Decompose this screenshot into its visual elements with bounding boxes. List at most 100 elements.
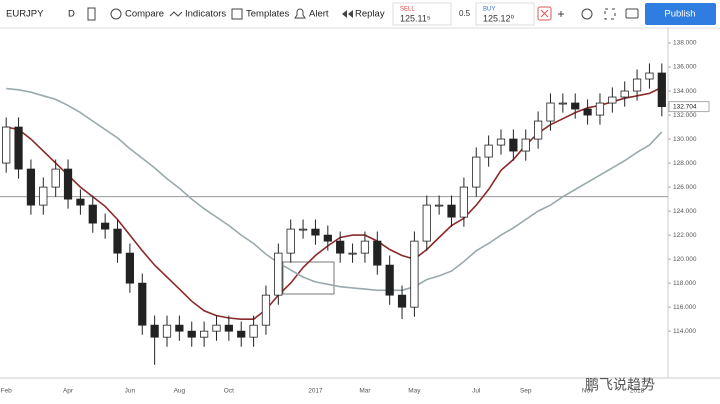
candle-body bbox=[348, 252, 357, 255]
candle-body bbox=[534, 120, 543, 140]
y-tick-label: 116.000 bbox=[673, 304, 696, 311]
candle-body bbox=[608, 96, 617, 104]
candle-body bbox=[175, 324, 184, 332]
candle-body bbox=[51, 168, 60, 188]
alert-icon[interactable] bbox=[294, 8, 306, 19]
candle-body bbox=[14, 126, 23, 170]
y-tick-label: 114.000 bbox=[673, 328, 696, 335]
moving-average bbox=[6, 87, 663, 292]
candle-body bbox=[113, 228, 122, 254]
x-tick-label: Jul bbox=[472, 388, 481, 395]
candle-body bbox=[620, 90, 629, 98]
y-tick-label: 126.000 bbox=[673, 184, 697, 191]
candle-body bbox=[311, 228, 320, 236]
candle-body bbox=[63, 168, 73, 200]
last-price-label: 132.704 bbox=[673, 103, 697, 110]
toolbar bbox=[0, 0, 720, 28]
settings-icon[interactable] bbox=[581, 8, 593, 20]
rectangle-drawing[interactable] bbox=[282, 261, 335, 295]
candle-body bbox=[261, 294, 271, 326]
candle-body bbox=[323, 234, 332, 242]
candle-body bbox=[88, 204, 97, 224]
y-tick-label: 138.000 bbox=[673, 40, 697, 47]
candle-body bbox=[125, 252, 135, 284]
candle-body bbox=[484, 144, 493, 158]
candle-body bbox=[298, 228, 308, 231]
candle-body bbox=[212, 324, 221, 332]
y-tick-label: 132.000 bbox=[673, 112, 697, 119]
candle-body bbox=[2, 126, 11, 164]
symbol[interactable]: EURJPY bbox=[6, 9, 44, 20]
candle-body bbox=[447, 204, 456, 218]
snapshot-icon[interactable] bbox=[625, 8, 639, 19]
templates-icon[interactable] bbox=[231, 8, 243, 20]
replay-icon[interactable] bbox=[342, 10, 353, 18]
candle-body bbox=[360, 240, 370, 254]
y-tick-label: 118.000 bbox=[673, 280, 696, 287]
candle-body bbox=[187, 330, 196, 338]
candle-body bbox=[101, 222, 110, 230]
candle-body bbox=[422, 204, 431, 242]
candle-body bbox=[138, 282, 147, 326]
buy-button[interactable] bbox=[475, 2, 535, 26]
alert[interactable]: Alert bbox=[309, 9, 329, 20]
candle-body bbox=[397, 294, 407, 308]
x-tick-label: 2018 bbox=[630, 388, 645, 395]
x-tick-label: Apr bbox=[63, 388, 74, 395]
candle-body bbox=[583, 108, 592, 116]
candle-body bbox=[645, 72, 654, 80]
x-tick-label: May bbox=[408, 388, 421, 395]
y-tick-label: 136.000 bbox=[673, 64, 697, 71]
candle-body bbox=[286, 228, 295, 254]
candle-body bbox=[373, 240, 382, 266]
y-tick-label: 120.000 bbox=[673, 256, 697, 263]
candle-body bbox=[509, 138, 518, 152]
candle-body bbox=[410, 240, 419, 308]
candle-body bbox=[546, 102, 555, 122]
candle-body bbox=[496, 138, 506, 146]
y-tick-label: 128.000 bbox=[673, 160, 697, 167]
candle-body bbox=[558, 102, 567, 105]
candle-body bbox=[521, 138, 530, 152]
candle-body bbox=[459, 186, 468, 218]
bars-icon[interactable] bbox=[87, 7, 96, 21]
candle-body bbox=[385, 264, 394, 296]
candle-body bbox=[39, 186, 48, 206]
last-price-tag bbox=[668, 101, 710, 113]
candle-body bbox=[26, 168, 36, 206]
replay[interactable]: Replay bbox=[355, 9, 385, 20]
candle-body bbox=[571, 102, 580, 110]
candle-body bbox=[657, 72, 666, 107]
add-icon[interactable] bbox=[558, 11, 564, 17]
x-tick-label: 2017 bbox=[308, 388, 323, 395]
candle-body bbox=[435, 204, 444, 207]
close-order-x bbox=[540, 9, 549, 18]
candle-body bbox=[199, 330, 209, 338]
buy-label: BUY bbox=[483, 7, 495, 13]
publish-button[interactable] bbox=[645, 3, 716, 25]
candle-body bbox=[150, 324, 159, 338]
compare[interactable]: Compare bbox=[125, 9, 164, 20]
x-tick-label: Mar bbox=[359, 388, 371, 395]
sell-button[interactable] bbox=[392, 2, 452, 26]
interval[interactable]: D bbox=[68, 9, 75, 20]
fullscreen-icon[interactable] bbox=[604, 8, 616, 20]
watermark: 鹏飞说趋势 bbox=[585, 377, 655, 393]
spread: 0.5 bbox=[459, 9, 471, 18]
candle-body bbox=[224, 324, 233, 332]
candle-body bbox=[472, 156, 481, 188]
indicators[interactable]: Indicators bbox=[185, 9, 226, 20]
x-tick-label: Sep bbox=[520, 388, 532, 395]
close-order-icon[interactable] bbox=[537, 6, 552, 21]
y-tick-label: 122.000 bbox=[673, 232, 697, 239]
templates[interactable]: Templates bbox=[246, 9, 290, 20]
candle-body bbox=[162, 324, 172, 338]
candle-body bbox=[632, 78, 642, 92]
compare-icon[interactable] bbox=[110, 8, 122, 20]
candle-body bbox=[237, 330, 246, 338]
sell-label: SELL bbox=[400, 7, 415, 13]
y-tick-label: 134.000 bbox=[673, 88, 697, 95]
indicators-icon[interactable] bbox=[169, 11, 183, 17]
x-tick-label: Aug bbox=[174, 388, 186, 395]
